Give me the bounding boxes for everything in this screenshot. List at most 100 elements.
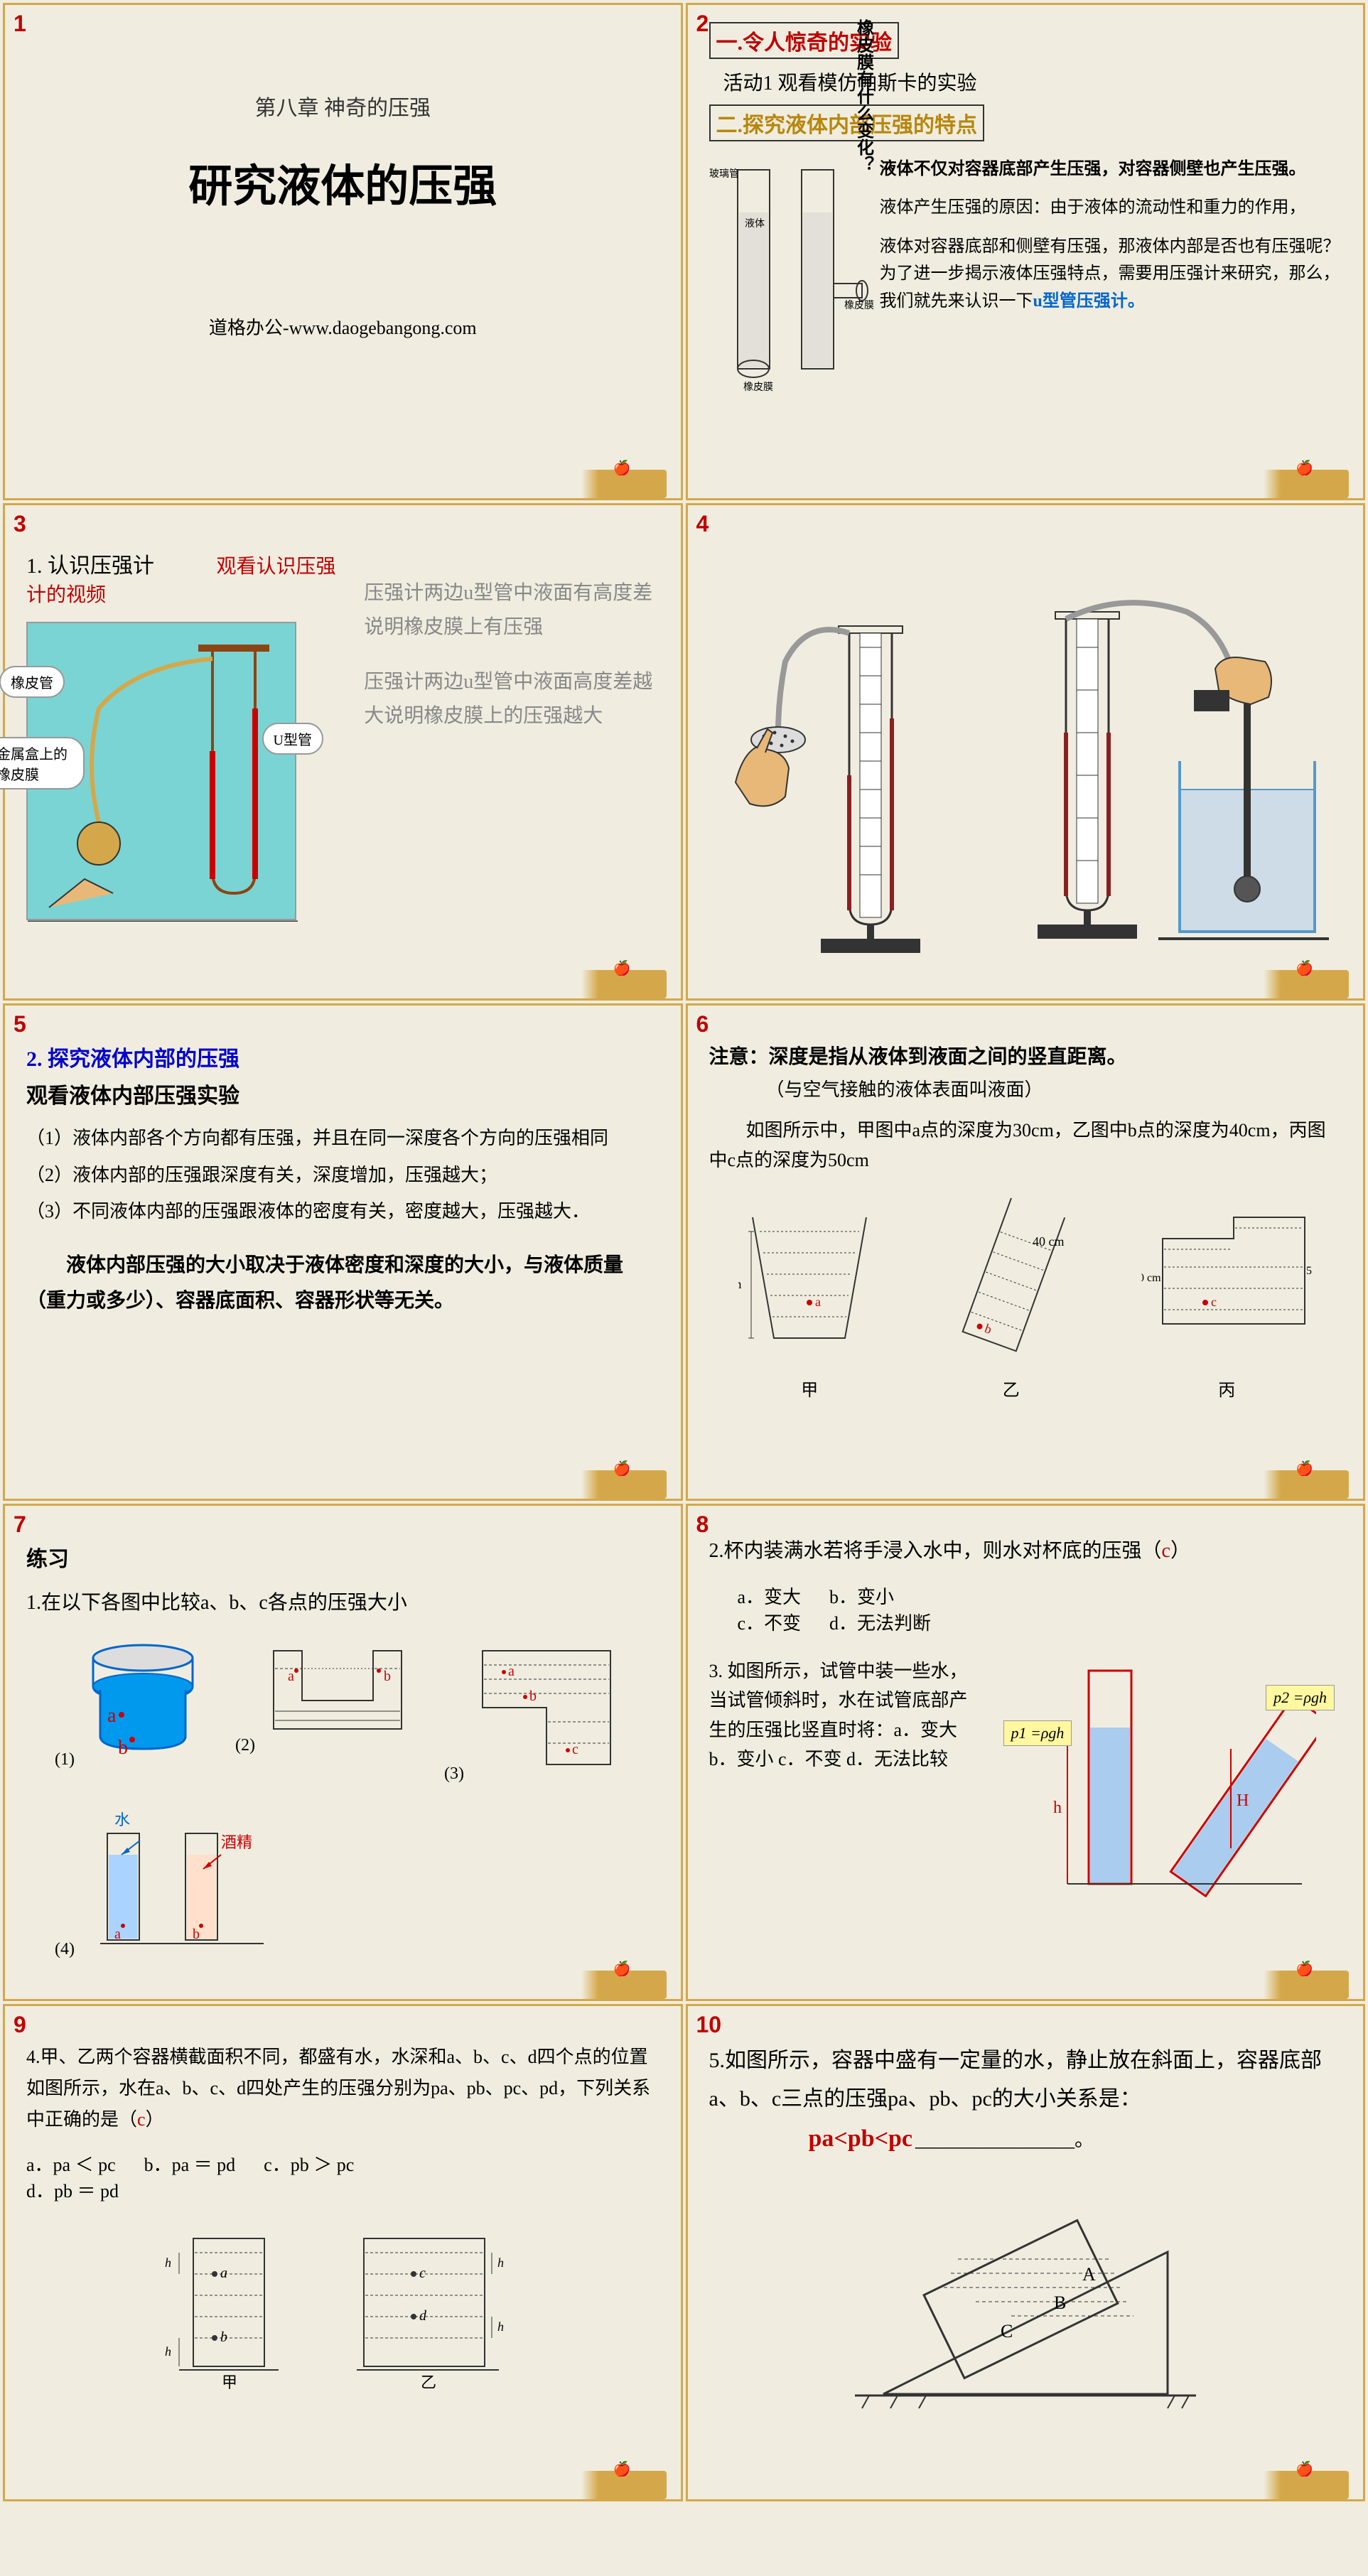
corner-decoration	[1264, 1470, 1349, 1499]
svg-text:水: 水	[114, 1812, 130, 1828]
question-4: 4.甲、乙两个容器横截面积不同，都盛有水，水深和a、b、c、d四个点的位置如图所…	[26, 2042, 659, 2136]
section-2-title: 二.探究液体内部压强的特点	[709, 104, 985, 141]
svg-text:b: b	[220, 2329, 227, 2345]
slide-4: 4	[686, 503, 1366, 1001]
svg-text:a: a	[107, 1705, 117, 1727]
text-p1: 液体不仅对容器底部产生压强，对容器侧壁也产生压强。	[880, 156, 1342, 183]
fig-label-bing: 丙	[1141, 1376, 1312, 1401]
options-4: a．pa ＜ pcb．pa ＝ pdc．pb ＞ pc d．pb ＝ pd	[26, 2150, 659, 2203]
fig-label-yi: 乙	[940, 1376, 1082, 1401]
slide-9: 9 4.甲、乙两个容器横截面积不同，都盛有水，水深和a、b、c、d四个点的位置如…	[3, 2004, 683, 2501]
slide-1: 1 第八章 神奇的压强 研究液体的压强 道格办公-www.daogebangon…	[3, 3, 683, 500]
svg-text:橡皮膜: 橡皮膜	[743, 382, 773, 393]
svg-text:b: b	[118, 1737, 128, 1759]
svg-text:c: c	[1211, 1295, 1217, 1309]
activity-label: 活动1 观看模仿帕斯卡的实验	[723, 68, 1342, 96]
question-1: 1.在以下各图中比较a、b、c各点的压强大小	[26, 1587, 659, 1615]
heading: 1. 认识压强计 观看认识压强计的视频	[26, 548, 343, 608]
svg-text:d: d	[419, 2308, 427, 2324]
corner-decoration	[581, 2471, 667, 2499]
slide-5: 5 2. 探究液体内部的压强 观看液体内部压强实验 （1）液体内部各个方向都有压…	[3, 1003, 683, 1501]
summary-text: 液体内部压强的大小取决于液体密度和深度的大小，与液体质量（重力或多少）、容器底面…	[26, 1248, 659, 1320]
svg-text:a: a	[220, 2265, 227, 2281]
container-figures: a b h h 甲 c d h h 乙	[26, 2224, 659, 2395]
text-p2: 液体产生压强的原因：由于液体的流动性和重力的作用，	[880, 194, 1342, 221]
slide-number: 5	[14, 1011, 26, 1038]
text-p3: 液体对容器底部和侧壁有压强，那液体内部是否也有压强呢？为了进一步揭示液体压强特点…	[880, 233, 1342, 315]
heading: 练习	[26, 1541, 659, 1573]
slide-3: 3 1. 认识压强计 观看认识压强计的视频 橡皮管 金属盒上的橡皮膜 U型管 压…	[3, 503, 683, 1001]
slide-2: 2 一.令人惊奇的实验 活动1 观看模仿帕斯卡的实验 二.探究液体内部压强的特点…	[686, 3, 1366, 500]
svg-text:h: h	[497, 2319, 504, 2334]
corner-decoration	[1264, 970, 1349, 998]
svg-text:酒精: 酒精	[221, 1833, 252, 1851]
question-5: 5.如图所示，容器中盛有一定量的水，静止放在斜面上，容器底部a、b、c三点的压强…	[709, 2042, 1342, 2118]
svg-text:h: h	[165, 2256, 171, 2270]
description: 如图所示中，甲图中a点的深度为30cm，乙图中b点的深度为40cm，丙图中c点的…	[709, 1116, 1342, 1175]
main-title: 研究液体的压强	[26, 150, 659, 214]
callout-tube: 橡皮管	[0, 666, 65, 698]
incline-figure: A B C	[709, 2167, 1342, 2426]
corner-decoration	[581, 1971, 667, 1999]
svg-text:C: C	[1001, 2321, 1013, 2341]
svg-text:h: h	[497, 2256, 504, 2270]
slide-number: 4	[696, 511, 709, 537]
corner-decoration	[581, 470, 667, 498]
svg-text:A: A	[1082, 2264, 1096, 2285]
svg-text:b: b	[529, 1688, 537, 1704]
item-2: （2）液体内部的压强跟深度有关，深度增加，压强越大；	[26, 1160, 659, 1190]
question-2: 2.杯内装满水若将手浸入水中，则水对杯底的压强（c）	[709, 1534, 1342, 1568]
svg-text:c: c	[572, 1742, 578, 1757]
answer-line: pa<pb<pc ________________。	[709, 2124, 1342, 2152]
svg-text:a: a	[508, 1664, 515, 1679]
svg-text:b: b	[193, 1926, 200, 1942]
corner-decoration	[1264, 2471, 1349, 2499]
heading-1: 2. 探究液体内部的压强	[26, 1041, 659, 1072]
callout-membrane: 金属盒上的橡皮膜	[0, 737, 85, 789]
slide-10: 10 5.如图所示，容器中盛有一定量的水，静止放在斜面上，容器底部a、b、c三点…	[686, 2004, 1366, 2501]
svg-text:a: a	[288, 1669, 294, 1684]
slide-number: 7	[14, 1511, 26, 1538]
slide-number: 9	[14, 2012, 26, 2038]
svg-text:a: a	[114, 1926, 121, 1942]
slide-number: 8	[696, 1511, 709, 1538]
fig-label-jia: 甲	[738, 1376, 880, 1401]
source-label: 道格办公-www.daogebangong.com	[26, 313, 659, 340]
svg-text:40 cm: 40 cm	[1141, 1272, 1161, 1284]
svg-text:B: B	[1054, 2292, 1066, 2313]
slide-6: 6 注意：深度是指从液体到液面之间的竖直距离。 （与空气接触的液体表面叫液面） …	[686, 1003, 1366, 1501]
svg-text:a: a	[815, 1295, 821, 1309]
vertical-question: 橡皮膜有什么变化？	[851, 19, 876, 173]
options-2: a．变大b．变小 c．不变d．无法判断	[738, 1583, 1342, 1635]
slide-number: 10	[696, 2012, 722, 2038]
heading-2: 观看液体内部压强实验	[26, 1078, 659, 1109]
slide-number: 2	[696, 11, 709, 37]
question-3: 3. 如图所示，试管中装一些水，当试管倾斜时，水在试管底部产生的压强比竖直时将：…	[709, 1656, 975, 1916]
sub-note: （与空气接触的液体表面叫液面）	[766, 1075, 1342, 1101]
svg-text:玻璃管: 玻璃管	[709, 168, 739, 180]
slide-grid: 1 第八章 神奇的压强 研究液体的压强 道格办公-www.daogebangon…	[0, 0, 1368, 2504]
tube-figure: p1 =ρgh p2 =ρgh h H	[975, 1656, 1342, 1916]
corner-decoration	[581, 1470, 667, 1499]
slide-7: 7 练习 1.在以下各图中比较a、b、c各点的压强大小 (1) a b (2)	[3, 1504, 683, 2001]
note-text: 注意：深度是指从液体到液面之间的竖直距离。	[709, 1041, 1342, 1069]
svg-text:c: c	[419, 2265, 426, 2281]
svg-text:50 cm: 50 cm	[738, 1277, 742, 1291]
svg-text:40 cm: 40 cm	[1033, 1234, 1065, 1249]
svg-text:H: H	[1237, 1791, 1249, 1810]
corner-decoration	[1264, 1971, 1349, 1999]
depth-figures: a 50 cm 甲 b 40 cm 乙	[709, 1196, 1342, 1401]
slide-8: 8 2.杯内装满水若将手浸入水中，则水对杯底的压强（c） a．变大b．变小 c．…	[686, 1504, 1366, 2001]
apparatus-photo: 橡皮管 金属盒上的橡皮膜 U型管	[26, 622, 296, 920]
svg-text:h: h	[1053, 1799, 1062, 1817]
callout-utube: U型管	[262, 723, 323, 755]
slide-number: 1	[14, 11, 26, 37]
svg-text:液体: 液体	[745, 218, 765, 230]
item-3: （3）不同液体内部的压强跟液体的密度有关，密度越大，压强越大．	[26, 1197, 659, 1227]
corner-decoration	[1264, 470, 1349, 498]
corner-decoration	[581, 970, 667, 998]
item-1: （1）液体内部各个方向都有压强，并且在同一深度各个方向的压强相同	[26, 1123, 659, 1153]
apparatus-diagrams	[709, 519, 1342, 974]
svg-text:h: h	[165, 2344, 171, 2359]
slide-number: 6	[696, 1011, 709, 1038]
